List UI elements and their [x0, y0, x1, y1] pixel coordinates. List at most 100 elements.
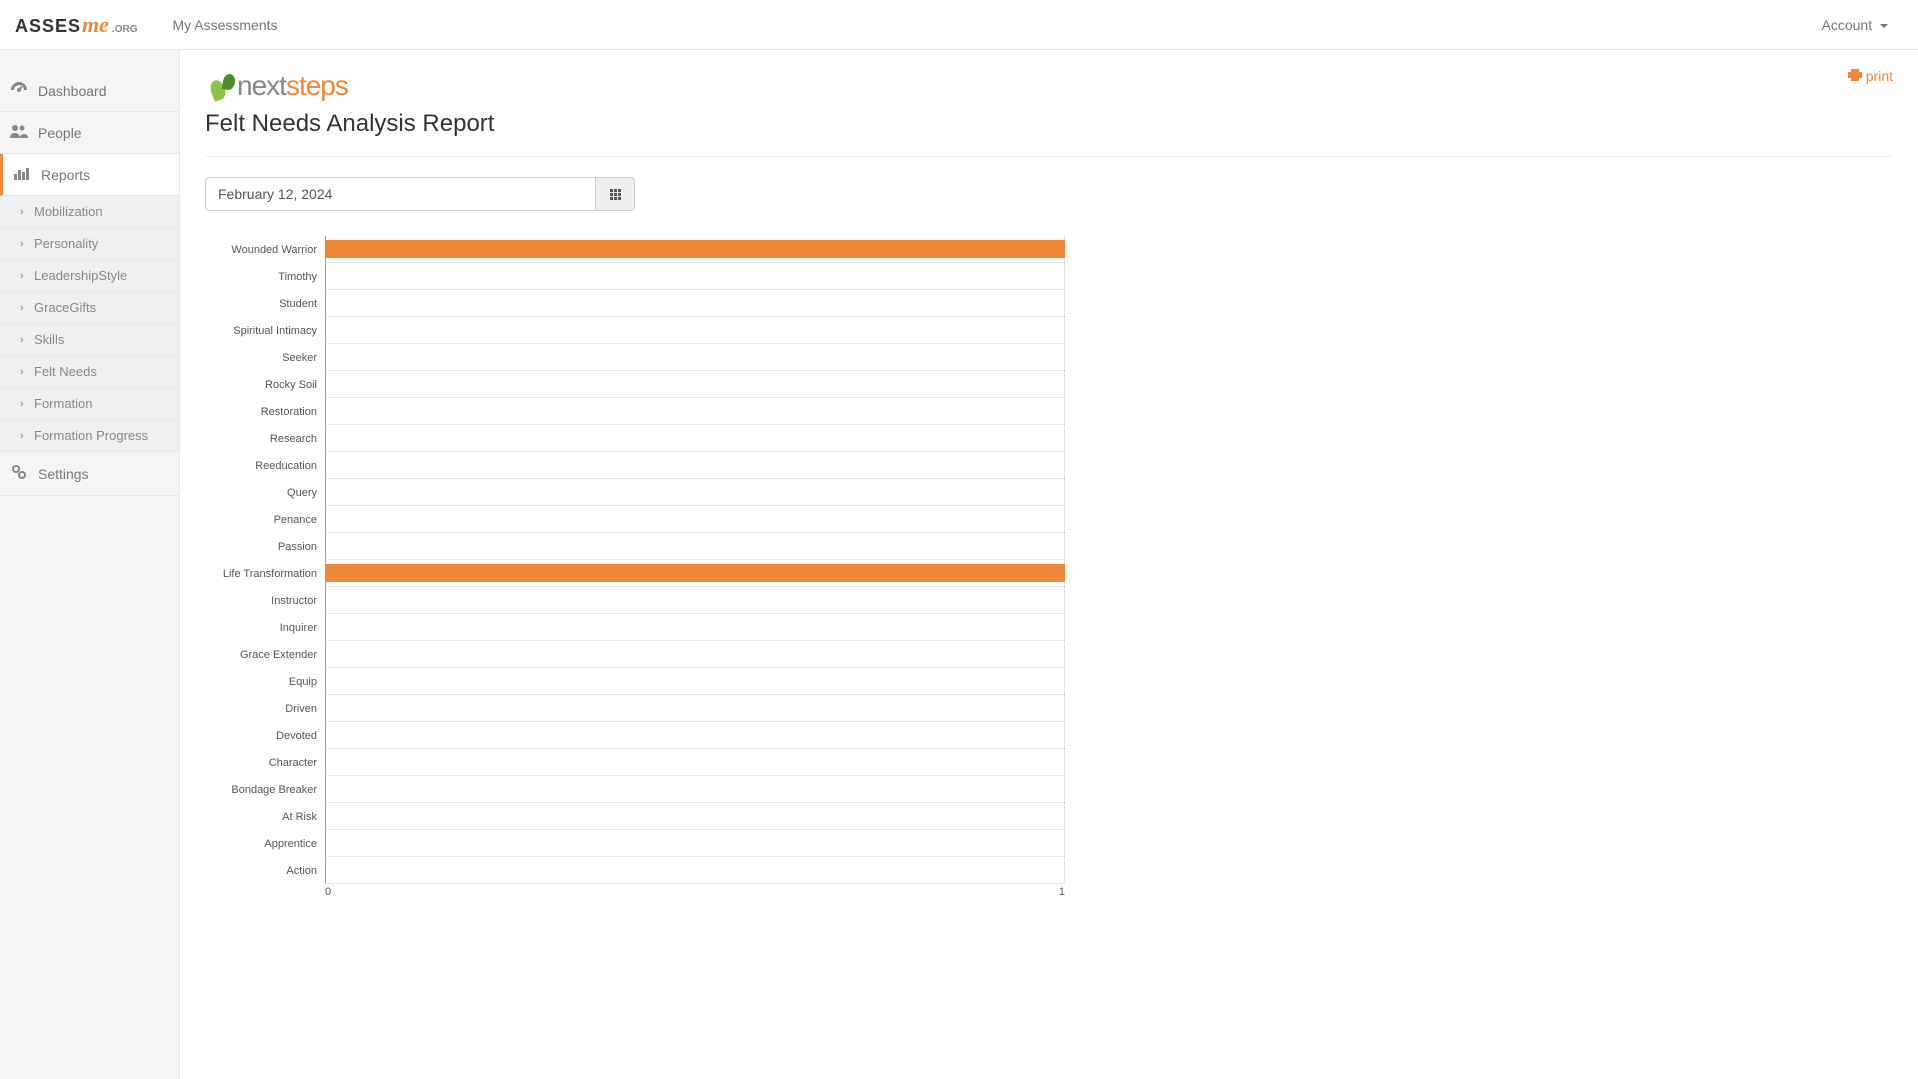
chevron-right-icon: › — [20, 366, 30, 378]
chart-row: Inquirer — [215, 614, 1065, 641]
print-button[interactable]: print — [1848, 68, 1893, 84]
date-picker — [205, 177, 635, 211]
chart-track — [325, 533, 1065, 560]
chart-category-label: Timothy — [215, 271, 325, 283]
logo-next: next — [237, 70, 286, 101]
sidebar-sub-formation-progress[interactable]: › Formation Progress — [0, 420, 179, 452]
chart-category-label: Grace Extender — [215, 649, 325, 661]
nav-my-assessments[interactable]: My Assessments — [157, 2, 292, 48]
chart-category-label: Equip — [215, 676, 325, 688]
sidebar-sub-gracegifts[interactable]: › GraceGifts — [0, 292, 179, 324]
sidebar-sub-felt-needs[interactable]: › Felt Needs — [0, 356, 179, 388]
chart-category-label: Reeducation — [215, 460, 325, 472]
sidebar: Dashboard People Reports › Mobilization … — [0, 50, 180, 1079]
chart-category-label: Wounded Warrior — [215, 244, 325, 256]
sidebar-item-label: People — [38, 125, 82, 141]
date-picker-button[interactable] — [595, 177, 635, 211]
date-input[interactable] — [205, 177, 595, 211]
leaf-icon — [205, 72, 241, 102]
chart-row: Query — [215, 479, 1065, 506]
nav-account-label: Account — [1822, 17, 1873, 33]
sidebar-item-label: Felt Needs — [34, 364, 97, 379]
chart-category-label: Bondage Breaker — [215, 784, 325, 796]
chart-track — [325, 290, 1065, 317]
chart-row: At Risk — [215, 803, 1065, 830]
sidebar-sub-mobilization[interactable]: › Mobilization — [0, 196, 179, 228]
sidebar-sub-personality[interactable]: › Personality — [0, 228, 179, 260]
sidebar-item-label: Settings — [38, 466, 89, 482]
chart-category-label: Penance — [215, 514, 325, 526]
nextsteps-logo: nextsteps — [205, 70, 1893, 102]
nav-account[interactable]: Account — [1807, 2, 1903, 48]
sidebar-item-people[interactable]: People — [0, 112, 179, 154]
sidebar-sub-formation[interactable]: › Formation — [0, 388, 179, 420]
chart-track — [325, 479, 1065, 506]
brand-mid: me — [82, 12, 109, 38]
chevron-right-icon: › — [20, 238, 30, 250]
chart-bar — [325, 564, 1065, 582]
chart-track — [325, 236, 1065, 263]
sidebar-item-label: Formation — [34, 396, 93, 411]
sidebar-sub-skills[interactable]: › Skills — [0, 324, 179, 356]
chart-category-label: Student — [215, 298, 325, 310]
print-icon — [1848, 68, 1866, 84]
x-tick-label: 1 — [1059, 886, 1065, 898]
chevron-right-icon: › — [20, 270, 30, 282]
chart-category-label: Passion — [215, 541, 325, 553]
chart-bar — [325, 240, 1065, 258]
chart-row: Action — [215, 857, 1065, 884]
chart-track — [325, 425, 1065, 452]
chevron-right-icon: › — [20, 302, 30, 314]
chart-track — [325, 803, 1065, 830]
chart-row: Life Transformation — [215, 560, 1065, 587]
sidebar-item-label: Reports — [41, 167, 90, 183]
chart-category-label: Devoted — [215, 730, 325, 742]
chart-category-label: Action — [215, 865, 325, 877]
chart-category-label: Character — [215, 757, 325, 769]
chart-row: Research — [215, 425, 1065, 452]
chart-category-label: Apprentice — [215, 838, 325, 850]
sidebar-item-label: Dashboard — [38, 83, 107, 99]
chart-track — [325, 641, 1065, 668]
chart-track — [325, 263, 1065, 290]
chart-row: Rocky Soil — [215, 371, 1065, 398]
chart-row: Seeker — [215, 344, 1065, 371]
chart-row: Spiritual Intimacy — [215, 317, 1065, 344]
chart-track — [325, 452, 1065, 479]
sidebar-sub-leadershipstyle[interactable]: › LeadershipStyle — [0, 260, 179, 292]
sidebar-item-label: Personality — [34, 236, 98, 251]
chart-row: Restoration — [215, 398, 1065, 425]
chevron-right-icon: › — [20, 206, 30, 218]
chart-row: Devoted — [215, 722, 1065, 749]
sidebar-item-label: Skills — [34, 332, 64, 347]
chart-category-label: Query — [215, 487, 325, 499]
logo-steps: steps — [286, 70, 348, 101]
print-label: print — [1866, 68, 1893, 84]
chart-track — [325, 371, 1065, 398]
settings-icon — [10, 464, 28, 483]
sidebar-item-dashboard[interactable]: Dashboard — [0, 70, 179, 112]
chart-track — [325, 776, 1065, 803]
calendar-grid-icon — [610, 189, 621, 200]
chart-row: Equip — [215, 668, 1065, 695]
sidebar-item-reports[interactable]: Reports — [0, 154, 179, 196]
chart-track — [325, 614, 1065, 641]
chevron-right-icon: › — [20, 430, 30, 442]
chart-plot: Wounded Warrior Timothy Student Spiritual I… — [215, 236, 1065, 884]
chart-category-label: At Risk — [215, 811, 325, 823]
main-content: print nextsteps Felt Needs Analysis Repo… — [180, 50, 1918, 1079]
chart-row: Character — [215, 749, 1065, 776]
chart-row: Grace Extender — [215, 641, 1065, 668]
chart-category-label: Inquirer — [215, 622, 325, 634]
brand-prefix: ASSES — [15, 16, 81, 37]
chart-track — [325, 344, 1065, 371]
chart-row: Reeducation — [215, 452, 1065, 479]
chart-track — [325, 506, 1065, 533]
chart-category-label: Restoration — [215, 406, 325, 418]
brand-logo[interactable]: ASSES me .ORG — [15, 12, 137, 38]
chart-track — [325, 560, 1065, 587]
sidebar-item-settings[interactable]: Settings — [0, 452, 179, 496]
page-title: Felt Needs Analysis Report — [205, 110, 1893, 138]
chart-track — [325, 695, 1065, 722]
chevron-down-icon — [1880, 24, 1888, 28]
